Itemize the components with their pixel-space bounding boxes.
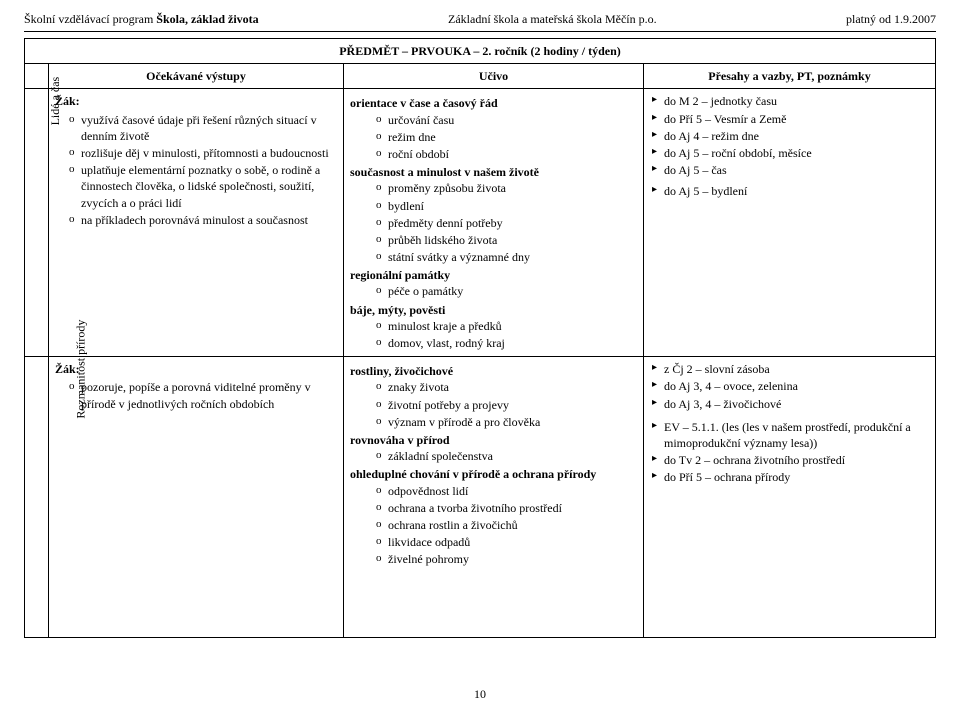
cell-2c: z Čj 2 – slovní zásoba do Aj 3, 4 – ovoc… <box>644 357 936 638</box>
list-item: využívá časové údaje při řešení různých … <box>69 112 337 144</box>
col-c-head: Přesahy a vazby, PT, poznámky <box>644 64 936 89</box>
list-item: určování času <box>376 112 637 128</box>
list-item: EV – 5.1.1. (les (les v našem prostředí,… <box>652 419 929 451</box>
list-item: bydlení <box>376 198 637 214</box>
header-rule <box>24 31 936 32</box>
list-item: ochrana rostlin a živočichů <box>376 517 637 533</box>
list-item: do Tv 2 – ochrana životního prostředí <box>652 452 929 468</box>
list-item: do Aj 4 – režim dne <box>652 128 929 144</box>
cell-1a: Žák: využívá časové údaje při řešení růz… <box>49 89 344 357</box>
cell-1b: orientace v čase a časový řád určování č… <box>344 89 644 357</box>
section-head: současnost a minulost v našem životě <box>350 164 637 180</box>
list-item: do Aj 3, 4 – živočichové <box>652 396 929 412</box>
list-item: do Aj 3, 4 – ovoce, zelenina <box>652 378 929 394</box>
list-item: ochrana a tvorba životního prostředí <box>376 500 637 516</box>
table-title: PŘEDMĚT – PRVOUKA – 2. ročník (2 hodiny … <box>25 39 936 64</box>
list-item: likvidace odpadů <box>376 534 637 550</box>
curriculum-table: PŘEDMĚT – PRVOUKA – 2. ročník (2 hodiny … <box>24 38 936 89</box>
list-item: na příkladech porovnává minulost a souča… <box>69 212 337 228</box>
zak-label: Žák: <box>55 93 337 109</box>
list-item: uplatňuje elementární poznatky o sobě, o… <box>69 162 337 211</box>
list-item: domov, vlast, rodný kraj <box>376 335 637 351</box>
section-head: báje, mýty, pověsti <box>350 302 637 318</box>
section-head: regionální památky <box>350 267 637 283</box>
section-head: orientace v čase a časový řád <box>350 95 637 111</box>
list-item: životní potřeby a projevy <box>376 397 637 413</box>
cell-1c: do M 2 – jednotky času do Pří 5 – Vesmír… <box>644 89 936 357</box>
list-item: péče o památky <box>376 283 637 299</box>
col-a-head: Očekávané výstupy <box>49 64 344 89</box>
list-item: základní společenstva <box>376 448 637 464</box>
header-center: Základní škola a mateřská škola Měčín p.… <box>448 12 657 27</box>
list-item: do Aj 5 – roční období, měsíce <box>652 145 929 161</box>
cell-2b: rostliny, živočichové znaky života život… <box>344 357 644 638</box>
list-item: znaky života <box>376 379 637 395</box>
section-head: rostliny, živočichové <box>350 363 637 379</box>
list-item: předměty denní potřeby <box>376 215 637 231</box>
list-item: pozoruje, popíše a porovná viditelné pro… <box>69 379 337 411</box>
curriculum-body: Lidé a čas Žák: využívá časové údaje při… <box>24 88 936 637</box>
list-item: státní svátky a významné dny <box>376 249 637 265</box>
list-item: do M 2 – jednotky času <box>652 93 929 109</box>
side-label-1: Lidé a čas <box>25 89 49 357</box>
list-item: odpovědnost lidí <box>376 483 637 499</box>
list-1a: využívá časové údaje při řešení různých … <box>55 112 337 228</box>
side-label-1-text: Lidé a čas <box>47 77 63 126</box>
list-item: do Pří 5 – Vesmír a Země <box>652 111 929 127</box>
section-head: ohleduplné chování v přírodě a ochrana p… <box>350 466 637 482</box>
header-left-prefix: Školní vzdělávací program <box>24 12 156 26</box>
header-left: Školní vzdělávací program Škola, základ … <box>24 12 259 27</box>
side-label-2: Rozmanitost přírody <box>25 357 49 638</box>
header-right: platný od 1.9.2007 <box>846 12 936 27</box>
list-item: rozlišuje děj v minulosti, přítomnosti a… <box>69 145 337 161</box>
cell-2a: Žák: pozoruje, popíše a porovná viditeln… <box>49 357 344 638</box>
page-header: Školní vzdělávací program Škola, základ … <box>24 12 936 27</box>
list-item: z Čj 2 – slovní zásoba <box>652 361 929 377</box>
list-item: do Pří 5 – ochrana přírody <box>652 469 929 485</box>
list-item: do Aj 5 – čas <box>652 162 929 178</box>
list-item: průběh lidského života <box>376 232 637 248</box>
list-item: význam v přírodě a pro člověka <box>376 414 637 430</box>
list-item: do Aj 5 – bydlení <box>652 183 929 199</box>
list-item: minulost kraje a předků <box>376 318 637 334</box>
section-head: rovnováha v přírod <box>350 432 637 448</box>
col-b-head: Učivo <box>344 64 644 89</box>
page-number: 10 <box>0 687 960 702</box>
list-item: režim dne <box>376 129 637 145</box>
table-row: Rozmanitost přírody Žák: pozoruje, popíš… <box>25 357 936 638</box>
list-item: roční období <box>376 146 637 162</box>
list-item: živelné pohromy <box>376 551 637 567</box>
list-item: proměny způsobu života <box>376 180 637 196</box>
header-left-bold: Škola, základ života <box>156 12 258 26</box>
table-row: Lidé a čas Žák: využívá časové údaje při… <box>25 89 936 357</box>
zak-label: Žák: <box>55 361 337 377</box>
